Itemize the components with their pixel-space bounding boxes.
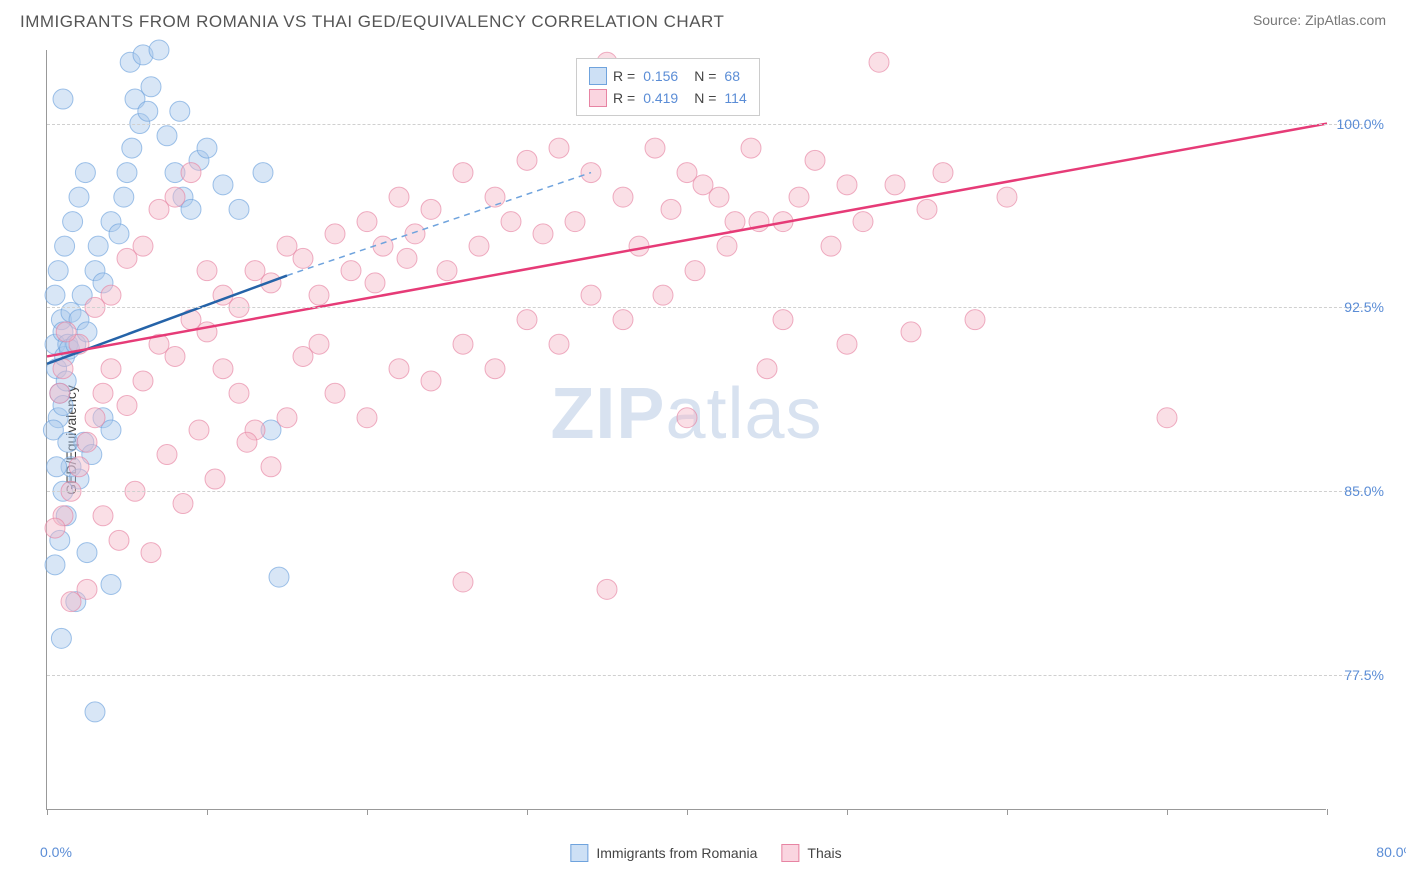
chart-container: GED/Equivalency ZIPatlas 100.0%92.5%85.0… bbox=[46, 50, 1366, 830]
x-tick bbox=[527, 809, 528, 815]
chart-title: IMMIGRANTS FROM ROMANIA VS THAI GED/EQUI… bbox=[20, 12, 724, 32]
x-tick bbox=[1167, 809, 1168, 815]
x-tick bbox=[207, 809, 208, 815]
plot-area: ZIPatlas 100.0%92.5%85.0%77.5% bbox=[46, 50, 1326, 810]
grid-line bbox=[47, 307, 1367, 308]
chart-source: Source: ZipAtlas.com bbox=[1253, 12, 1386, 28]
series-legend: Immigrants from Romania Thais bbox=[570, 844, 841, 862]
legend-swatch-romania bbox=[570, 844, 588, 862]
legend-n-label: N = bbox=[694, 68, 716, 84]
legend-n-romania: 68 bbox=[724, 68, 740, 84]
legend-item-romania: Immigrants from Romania bbox=[570, 844, 757, 862]
correlation-legend-box: R = 0.156 N = 68 R = 0.419 N = 114 bbox=[576, 58, 760, 116]
legend-r-label: R = bbox=[613, 68, 635, 84]
x-tick bbox=[1327, 809, 1328, 815]
legend-item-thais: Thais bbox=[781, 844, 841, 862]
grid-line bbox=[47, 675, 1367, 676]
x-tick bbox=[1007, 809, 1008, 815]
chart-header: IMMIGRANTS FROM ROMANIA VS THAI GED/EQUI… bbox=[0, 0, 1406, 40]
legend-row-romania: R = 0.156 N = 68 bbox=[589, 65, 747, 87]
x-tick bbox=[367, 809, 368, 815]
legend-swatch-thais bbox=[781, 844, 799, 862]
x-tick bbox=[847, 809, 848, 815]
grid-line bbox=[47, 491, 1367, 492]
legend-label-romania: Immigrants from Romania bbox=[596, 845, 757, 861]
legend-row-thais: R = 0.419 N = 114 bbox=[589, 87, 747, 109]
x-tick bbox=[687, 809, 688, 815]
legend-swatch-romania bbox=[589, 67, 607, 85]
legend-r-romania: 0.156 bbox=[643, 68, 678, 84]
y-tick-label: 92.5% bbox=[1344, 299, 1384, 315]
plot-svg bbox=[47, 50, 1327, 810]
y-tick-label: 85.0% bbox=[1344, 483, 1384, 499]
legend-n-thais: 114 bbox=[724, 90, 746, 106]
x-axis-label-max: 80.0% bbox=[1376, 844, 1406, 860]
x-axis-label-min: 0.0% bbox=[40, 844, 72, 860]
legend-swatch-thais bbox=[589, 89, 607, 107]
y-tick-label: 100.0% bbox=[1337, 116, 1384, 132]
y-tick-label: 77.5% bbox=[1344, 667, 1384, 683]
legend-r-label: R = bbox=[613, 90, 635, 106]
legend-label-thais: Thais bbox=[807, 845, 841, 861]
legend-n-label: N = bbox=[694, 90, 716, 106]
x-tick bbox=[47, 809, 48, 815]
grid-line bbox=[47, 124, 1367, 125]
legend-r-thais: 0.419 bbox=[643, 90, 678, 106]
